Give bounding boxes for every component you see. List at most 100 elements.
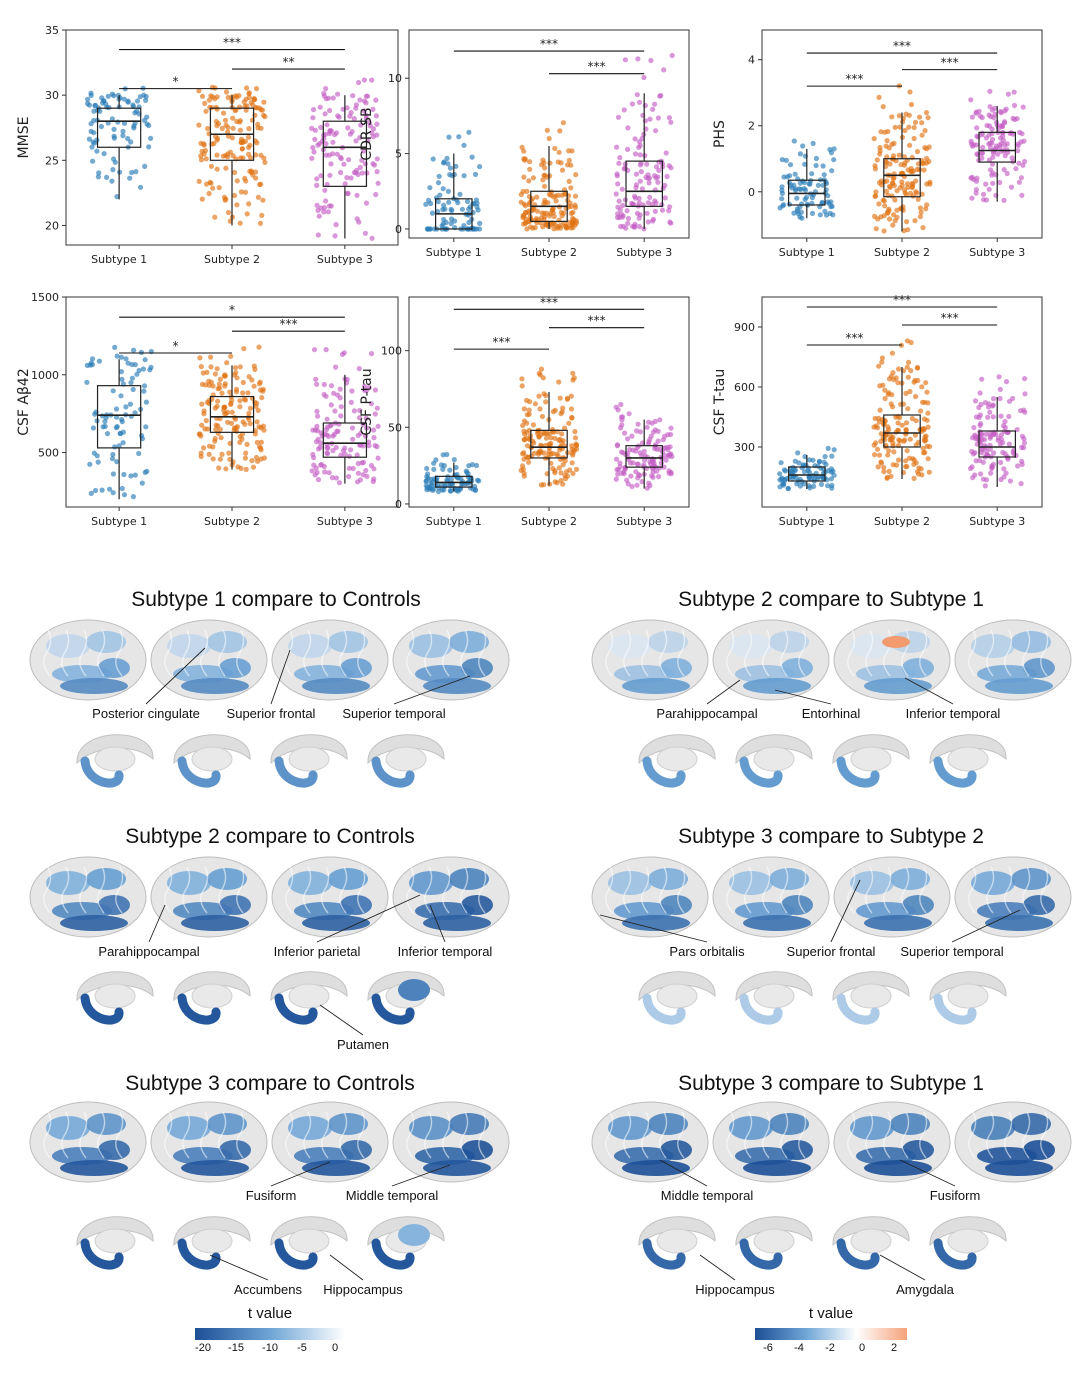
sulcus-line bbox=[726, 866, 735, 914]
data-point bbox=[876, 363, 882, 369]
data-point bbox=[138, 349, 144, 355]
y-tick-label: 500 bbox=[38, 447, 59, 460]
data-point bbox=[622, 161, 628, 167]
data-point bbox=[363, 415, 369, 421]
data-point bbox=[624, 208, 630, 214]
data-point bbox=[233, 389, 240, 395]
data-point bbox=[1022, 376, 1028, 382]
data-point bbox=[253, 175, 259, 181]
data-point bbox=[1003, 106, 1009, 112]
data-point bbox=[368, 401, 374, 407]
data-point bbox=[447, 467, 453, 473]
subcortical-view bbox=[638, 734, 716, 788]
data-point bbox=[559, 440, 565, 446]
data-point bbox=[314, 469, 320, 475]
data-point bbox=[912, 377, 918, 383]
y-axis-label: CDR SB bbox=[359, 107, 375, 160]
data-point bbox=[619, 470, 625, 476]
data-point bbox=[253, 152, 259, 158]
data-point bbox=[234, 178, 240, 184]
subcortical-view bbox=[367, 1216, 445, 1270]
data-point bbox=[453, 163, 459, 169]
data-point bbox=[524, 397, 530, 403]
data-point bbox=[920, 225, 926, 231]
data-point bbox=[102, 418, 108, 425]
sulcus-line bbox=[968, 629, 977, 677]
data-point bbox=[895, 380, 901, 386]
data-point bbox=[361, 98, 368, 104]
data-point bbox=[132, 410, 138, 416]
data-point bbox=[806, 473, 812, 479]
data-point bbox=[618, 425, 624, 431]
data-point bbox=[636, 200, 642, 206]
data-point bbox=[615, 204, 621, 210]
data-point bbox=[230, 115, 236, 121]
sulcus-line bbox=[1040, 629, 1049, 677]
data-point bbox=[889, 350, 896, 356]
data-point bbox=[261, 99, 267, 105]
data-point bbox=[634, 461, 640, 467]
cortex-region bbox=[781, 658, 813, 678]
data-point bbox=[629, 483, 635, 490]
data-point bbox=[815, 182, 822, 188]
y-tick-label: 1000 bbox=[31, 369, 59, 382]
data-point bbox=[573, 466, 580, 472]
data-point bbox=[969, 195, 975, 201]
data-point bbox=[1020, 104, 1026, 110]
sulcus-line bbox=[424, 1111, 433, 1159]
data-point bbox=[311, 347, 318, 353]
data-point bbox=[895, 420, 901, 426]
data-point bbox=[196, 178, 202, 184]
data-point bbox=[828, 476, 835, 482]
data-point bbox=[567, 467, 573, 473]
data-point bbox=[241, 99, 247, 105]
data-point bbox=[348, 447, 354, 453]
data-point bbox=[573, 442, 580, 449]
data-point bbox=[983, 181, 989, 187]
data-point bbox=[214, 152, 220, 158]
significance-label: *** bbox=[223, 36, 241, 50]
data-point bbox=[249, 117, 255, 123]
data-point bbox=[655, 438, 661, 444]
data-point bbox=[788, 182, 794, 189]
data-point bbox=[917, 205, 924, 211]
data-point bbox=[323, 426, 330, 433]
data-point bbox=[132, 472, 138, 478]
data-point bbox=[889, 114, 895, 120]
data-point bbox=[520, 451, 526, 457]
leader-line bbox=[209, 1254, 269, 1281]
data-point bbox=[1001, 466, 1007, 472]
x-tick-label: Subtype 1 bbox=[779, 246, 835, 259]
data-point bbox=[800, 143, 806, 149]
hippocampus-shape bbox=[80, 993, 124, 1025]
sulcus-line bbox=[182, 866, 191, 914]
data-point bbox=[537, 406, 543, 412]
data-point bbox=[338, 413, 344, 419]
data-point bbox=[876, 201, 882, 207]
cortex-region bbox=[449, 631, 489, 653]
data-point bbox=[324, 416, 330, 422]
hippocampus-shape bbox=[274, 993, 318, 1025]
data-point bbox=[225, 409, 231, 415]
data-point bbox=[801, 179, 808, 186]
data-point bbox=[233, 93, 239, 99]
cortex-region bbox=[660, 658, 692, 678]
thalamus bbox=[94, 1228, 136, 1254]
data-point bbox=[656, 474, 662, 480]
data-point bbox=[984, 122, 990, 129]
data-point bbox=[466, 219, 472, 226]
data-point bbox=[978, 401, 984, 407]
data-point bbox=[430, 156, 436, 162]
subcortical-view bbox=[270, 971, 348, 1025]
data-point bbox=[217, 456, 223, 462]
data-point bbox=[469, 462, 475, 468]
data-point bbox=[639, 479, 645, 485]
cortex-view bbox=[954, 1101, 1072, 1183]
data-point bbox=[985, 414, 991, 420]
data-point bbox=[910, 168, 917, 174]
data-point bbox=[538, 432, 544, 438]
data-point bbox=[374, 121, 380, 127]
significance-label: *** bbox=[279, 317, 297, 331]
data-point bbox=[987, 104, 993, 110]
